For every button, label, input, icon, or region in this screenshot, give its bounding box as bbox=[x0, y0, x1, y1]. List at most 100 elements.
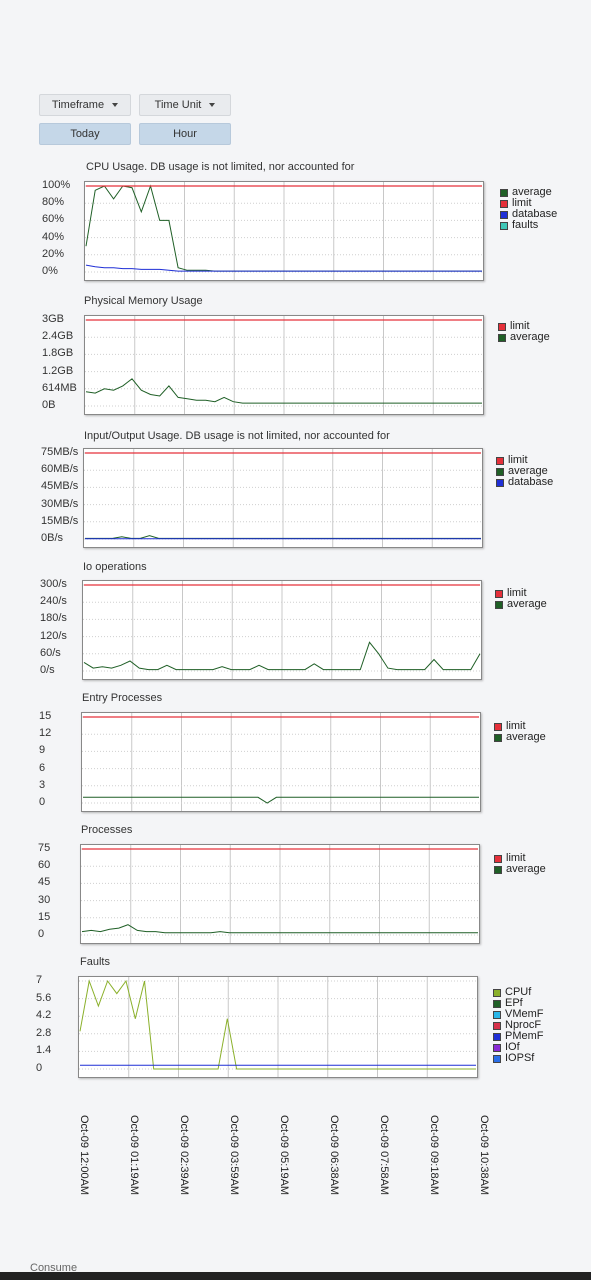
chart-1-y-tick: 80% bbox=[42, 196, 65, 209]
chart-6-legend: limit average bbox=[494, 853, 546, 875]
chart-5-y-tick: 6 bbox=[39, 761, 46, 774]
chart-7-plot bbox=[78, 976, 478, 1078]
legend-label: average bbox=[510, 331, 550, 343]
chart-2-y-tick: 1.2GB bbox=[42, 364, 74, 377]
legend-swatch bbox=[500, 199, 508, 208]
timeframe-dropdown[interactable]: Timeframe bbox=[39, 94, 131, 116]
legend-entry: average bbox=[495, 599, 547, 610]
legend-entry: IOPSf bbox=[493, 1053, 544, 1064]
chart-7-y-tick: 4.2 bbox=[36, 1009, 52, 1022]
timeframe-value: Today bbox=[70, 128, 100, 140]
legend-label: VMemF bbox=[505, 1008, 544, 1020]
chart-6-y-tick: 15 bbox=[38, 910, 51, 923]
legend-label: limit bbox=[506, 852, 526, 864]
chart-3-svg bbox=[84, 449, 482, 547]
chart-4-y-tick: 180/s bbox=[40, 612, 67, 625]
chart-3-y-tick: 60MB/s bbox=[41, 463, 79, 476]
chart-6-y-tick: 0 bbox=[38, 928, 45, 940]
legend-swatch bbox=[494, 722, 502, 731]
chart-6-y-tick: 75 bbox=[38, 842, 51, 854]
legend-swatch bbox=[496, 456, 504, 465]
chart-3-y-tick: 75MB/s bbox=[41, 446, 79, 458]
legend-label: EPf bbox=[505, 997, 523, 1009]
chart-1-legend: average limit database faults bbox=[500, 187, 557, 231]
chart-4-series-average bbox=[83, 641, 481, 671]
x-tick-label: Oct-09 01:19AM bbox=[128, 1115, 140, 1196]
chart-1-y-tick: 20% bbox=[42, 247, 65, 260]
legend-entry: average bbox=[496, 466, 553, 477]
x-tick-label: Oct-09 02:39AM bbox=[178, 1115, 190, 1196]
legend-swatch bbox=[500, 221, 508, 230]
chart-2-y-tick: 614MB bbox=[42, 381, 77, 394]
chart-7-series-cpuf bbox=[79, 979, 476, 1070]
chart-7-svg bbox=[79, 977, 477, 1077]
legend-label: average bbox=[506, 863, 546, 875]
chart-5-y-tick: 15 bbox=[39, 710, 52, 722]
chart-3-y-tick: 30MB/s bbox=[41, 497, 79, 510]
legend-label: IOf bbox=[505, 1041, 520, 1053]
chart-5-y-tick: 9 bbox=[39, 744, 46, 757]
legend-swatch bbox=[494, 854, 502, 863]
legend-swatch bbox=[493, 1032, 501, 1041]
chart-1-y-tick: 100% bbox=[42, 179, 71, 191]
chart-2-legend: limit average bbox=[498, 321, 550, 343]
chart-4-y-tick: 120/s bbox=[40, 629, 67, 642]
legend-swatch bbox=[495, 589, 503, 598]
chart-4-y-tick: 300/s bbox=[40, 578, 67, 590]
legend-label: database bbox=[508, 476, 554, 488]
timeunit-hour-button[interactable]: Hour bbox=[139, 123, 231, 145]
chart-4-svg bbox=[83, 581, 481, 679]
timeunit-dropdown[interactable]: Time Unit bbox=[139, 94, 231, 116]
timeframe-label: Timeframe bbox=[51, 99, 105, 111]
legend-swatch bbox=[493, 1043, 501, 1052]
legend-entry: average bbox=[498, 332, 550, 343]
legend-swatch bbox=[500, 210, 508, 219]
legend-entry: limit bbox=[494, 721, 546, 732]
chart-6-svg bbox=[81, 845, 479, 943]
x-tick-label: Oct-09 10:38AM bbox=[478, 1115, 490, 1196]
legend-label: limit bbox=[510, 320, 530, 332]
chart-4-y-tick: 240/s bbox=[40, 595, 67, 608]
timeunit-label: Time Unit bbox=[154, 99, 202, 111]
chart-7-y-tick: 2.8 bbox=[36, 1026, 52, 1039]
legend-swatch bbox=[493, 1021, 501, 1030]
chart-5-plot bbox=[81, 712, 481, 812]
chart-5-svg bbox=[82, 713, 480, 811]
legend-label: average bbox=[507, 598, 547, 610]
legend-label: average bbox=[506, 731, 546, 743]
chart-1-title: CPU Usage. DB usage is not limited, nor … bbox=[86, 161, 355, 173]
chart-2-y-tick: 2.4GB bbox=[42, 330, 74, 343]
chart-3-title: Input/Output Usage. DB usage is not limi… bbox=[84, 430, 390, 442]
chart-7-y-tick: 0 bbox=[36, 1062, 43, 1074]
legend-swatch bbox=[493, 1054, 501, 1063]
legend-label: average bbox=[508, 465, 548, 477]
chart-4-y-tick: 60/s bbox=[40, 646, 61, 659]
chart-5-y-tick: 12 bbox=[39, 727, 52, 740]
legend-entry: EPf bbox=[493, 998, 544, 1009]
chart-3-y-tick: 15MB/s bbox=[41, 514, 79, 527]
chart-7-y-tick: 5.6 bbox=[36, 991, 52, 1004]
chart-4-title: Io operations bbox=[83, 561, 147, 573]
legend-swatch bbox=[498, 322, 506, 331]
legend-entry: limit bbox=[500, 198, 557, 209]
timeframe-today-button[interactable]: Today bbox=[39, 123, 131, 145]
chart-3-legend: limit average database bbox=[496, 455, 553, 488]
chart-4-plot bbox=[82, 580, 482, 680]
chart-7-legend: CPUf EPf VMemF NprocF PMemF IOf IOPSf bbox=[493, 987, 544, 1064]
chart-3-y-tick: 45MB/s bbox=[41, 480, 79, 493]
legend-entry: average bbox=[494, 732, 546, 743]
x-tick-label: Oct-09 06:38AM bbox=[328, 1115, 340, 1196]
chart-2-y-tick: 1.8GB bbox=[42, 347, 74, 360]
legend-label: limit bbox=[508, 454, 528, 466]
legend-swatch bbox=[493, 1010, 501, 1019]
legend-entry: limit bbox=[495, 588, 547, 599]
chart-7-y-tick: 1.4 bbox=[36, 1044, 52, 1057]
chart-1-svg bbox=[85, 182, 483, 280]
x-tick-label: Oct-09 09:18AM bbox=[428, 1115, 440, 1196]
chevron-down-icon bbox=[209, 103, 216, 107]
x-tick-label: Oct-09 05:19AM bbox=[278, 1115, 290, 1196]
chart-6-title: Processes bbox=[81, 824, 133, 836]
legend-entry: NprocF bbox=[493, 1020, 544, 1031]
bottom-bar bbox=[0, 1272, 591, 1280]
x-tick-label: Oct-09 07:58AM bbox=[378, 1115, 390, 1196]
